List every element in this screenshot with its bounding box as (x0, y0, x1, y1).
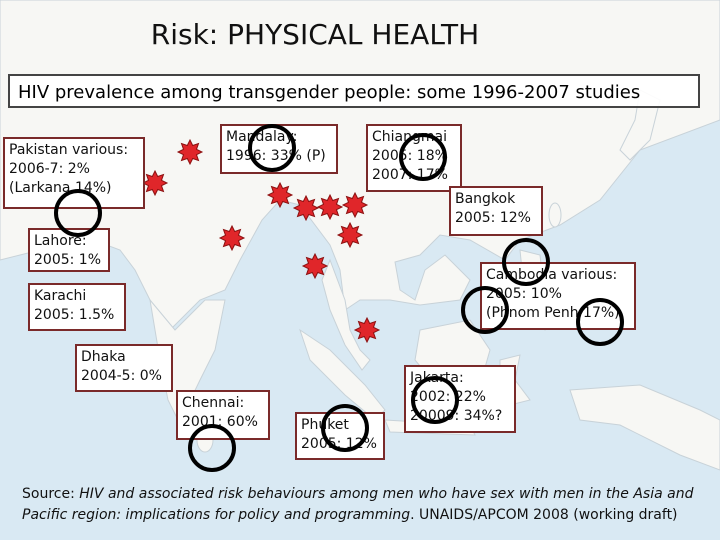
city-marker-9 (301, 252, 329, 280)
city-marker-3 (266, 181, 294, 209)
label-mandalay: Mandalay: 1996: 33% (P) (220, 124, 338, 174)
city-marker-7 (218, 224, 246, 252)
source-citation: Source: HIV and associated risk behaviou… (22, 484, 718, 526)
page-title: Risk: PHYSICAL HEALTH (150, 18, 480, 51)
land-malaya (321, 258, 371, 371)
city-marker-6 (341, 191, 369, 219)
label-phuket: Phuket 2005: 12% (295, 412, 385, 460)
source-suffix: . UNAIDS/APCOM 2008 (working draft) (410, 507, 678, 523)
land-newguinea (569, 384, 720, 471)
city-marker-2 (141, 169, 169, 197)
label-bangkok: Bangkok 2005: 12% (449, 186, 543, 236)
city-marker-1 (176, 138, 204, 166)
source-title: HIV and associated risk behaviours among… (22, 486, 694, 523)
label-cambodia: Cambodia various: 2005: 10% (Phnom Penh … (480, 262, 636, 330)
city-marker-5 (316, 193, 344, 221)
label-lahore: Lahore: 2005: 1% (28, 228, 110, 272)
label-karachi: Karachi 2005: 1.5% (28, 283, 126, 331)
source-prefix: Source: (22, 486, 80, 502)
city-marker-8 (336, 221, 364, 249)
label-chiangmai: Chiangmai 2005: 18% 2007: 17% (366, 124, 462, 192)
land-taiwan (548, 202, 562, 228)
markers (141, 138, 381, 344)
label-pakistan: Pakistan various: 2006-7: 2% (Larkana 14… (3, 137, 145, 209)
label-dhaka: Dhaka 2004-5: 0% (75, 344, 173, 392)
label-jakarta: Jakarta: 2002: 22% 20009: 34%? (404, 365, 516, 433)
city-marker-10 (353, 316, 381, 344)
city-marker-4 (292, 194, 320, 222)
page-subtitle: HIV prevalence among transgender people:… (8, 74, 700, 108)
label-chennai: Chennai: 2001: 60% (176, 390, 270, 440)
